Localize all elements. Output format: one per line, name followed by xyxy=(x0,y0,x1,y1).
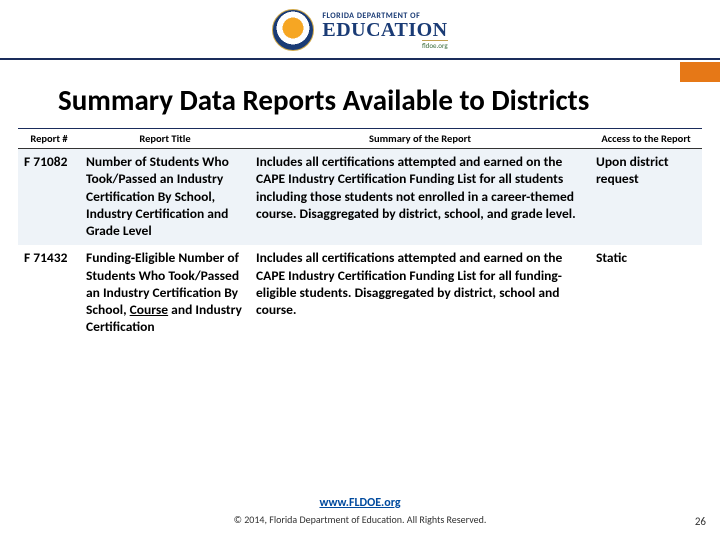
reports-table: Report # Report Title Summary of the Rep… xyxy=(18,129,702,342)
cell-report-title-underlined: Course xyxy=(130,301,168,318)
reports-table-wrap: Report # Report Title Summary of the Rep… xyxy=(0,129,720,342)
cell-access: Upon district request xyxy=(590,149,702,246)
col-header-report-num: Report # xyxy=(18,129,80,149)
logo-seal-icon xyxy=(272,9,314,51)
cell-report-title: Funding-Eligible Number of Students Who … xyxy=(80,245,250,341)
col-header-summary: Summary of the Report xyxy=(250,129,590,149)
cell-access: Static xyxy=(590,245,702,341)
logo-text: FLORIDA DEPARTMENT OF EDUCATION fldoe.or… xyxy=(322,12,447,49)
slide-page: FLORIDA DEPARTMENT OF EDUCATION fldoe.or… xyxy=(0,0,720,540)
table-row: F 71082 Number of Students Who Took/Pass… xyxy=(18,149,702,246)
cell-summary: Includes all certifications attempted an… xyxy=(250,149,590,246)
cell-report-title: Number of Students Who Took/Passed an In… xyxy=(80,149,250,246)
logo: FLORIDA DEPARTMENT OF EDUCATION fldoe.or… xyxy=(272,9,447,51)
orange-accent-bar xyxy=(680,62,720,82)
footer-copyright: © 2014, Florida Department of Education.… xyxy=(0,513,720,526)
footer-link[interactable]: www.FLDOE.org xyxy=(319,496,400,510)
header-band: FLORIDA DEPARTMENT OF EDUCATION fldoe.or… xyxy=(0,0,720,60)
table-header-row: Report # Report Title Summary of the Rep… xyxy=(18,129,702,149)
cell-report-num: F 71082 xyxy=(18,149,80,246)
page-title: Summary Data Reports Available to Distri… xyxy=(18,60,702,129)
footer: www.FLDOE.org © 2014, Florida Department… xyxy=(0,492,720,526)
logo-main-line: EDUCATION xyxy=(322,20,447,40)
page-number: 26 xyxy=(695,515,706,528)
logo-site-line: fldoe.org xyxy=(422,40,448,49)
col-header-access: Access to the Report xyxy=(590,129,702,149)
cell-report-num: F 71432 xyxy=(18,245,80,341)
col-header-report-title: Report Title xyxy=(80,129,250,149)
table-row: F 71432 Funding-Eligible Number of Stude… xyxy=(18,245,702,341)
cell-summary: Includes all certifications attempted an… xyxy=(250,245,590,341)
